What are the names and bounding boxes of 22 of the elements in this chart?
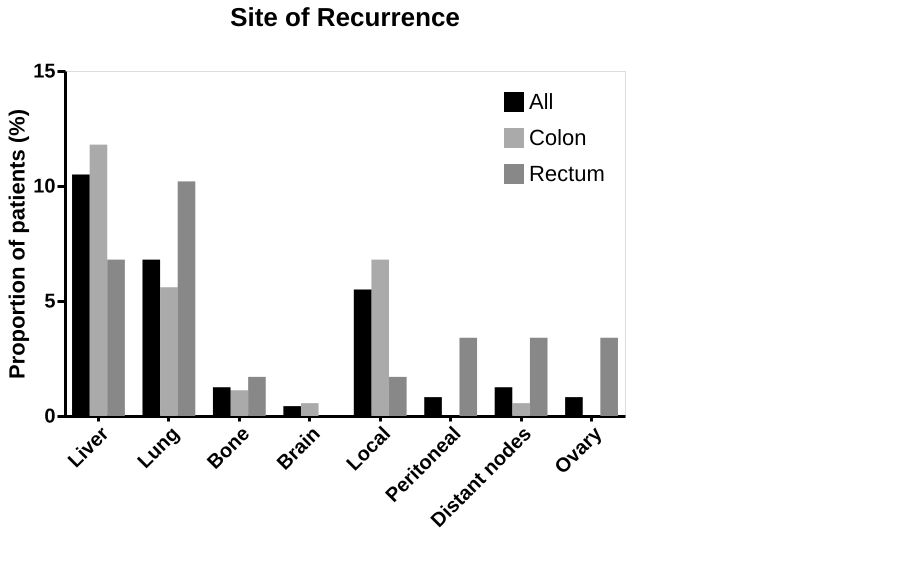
legend-label: Colon (529, 125, 586, 150)
y-tick-label: 0 (44, 406, 56, 428)
y-axis-title: Proportion of patients (%) (4, 108, 30, 380)
legend-label: Rectum (529, 161, 605, 186)
bar (300, 403, 319, 416)
y-tick-label: 5 (44, 290, 56, 312)
bar (160, 287, 178, 416)
y-tick-label: 10 (33, 176, 56, 198)
bar (90, 144, 108, 416)
bar (512, 403, 530, 416)
bar (600, 338, 618, 416)
bar (371, 260, 390, 416)
bar (459, 338, 478, 416)
bar (389, 376, 407, 416)
bar (107, 260, 125, 416)
bar (248, 376, 266, 416)
bar (178, 181, 196, 416)
bar (230, 390, 248, 416)
legend-label: All (529, 89, 554, 114)
y-tick-label: 15 (33, 60, 56, 82)
bar (530, 338, 548, 416)
chart-title: Site of Recurrence (230, 2, 460, 32)
